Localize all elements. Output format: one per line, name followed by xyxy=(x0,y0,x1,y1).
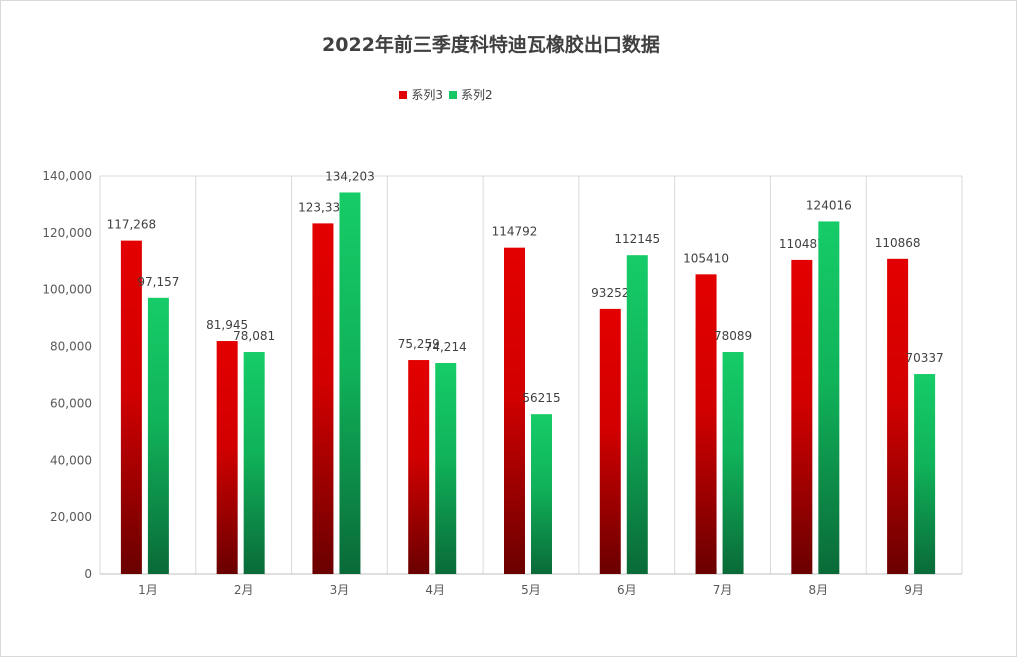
legend: 系列3 系列2 xyxy=(1,86,891,103)
x-tick-label: 7月 xyxy=(713,583,733,597)
bar-series-2 xyxy=(818,221,840,574)
bar-series-1 xyxy=(599,308,621,574)
bar-series-1 xyxy=(791,259,813,574)
data-label-series-2: 97,157 xyxy=(137,275,179,289)
x-tick-label: 2月 xyxy=(234,583,254,597)
data-label-series-1: 114792 xyxy=(492,225,538,239)
data-label-series-1: 75,259 xyxy=(398,337,440,351)
bar-series-1 xyxy=(504,247,525,574)
y-tick-label: 140,000 xyxy=(42,169,92,183)
x-tick-label: 4月 xyxy=(425,583,445,597)
legend-swatch-series-2 xyxy=(449,90,457,99)
y-tick-label: 60,000 xyxy=(50,396,92,410)
legend-item-series-1: 系列3 xyxy=(399,86,443,103)
bar-series-2 xyxy=(147,297,169,574)
bar-series-2 xyxy=(626,255,648,574)
data-label-series-2: 70337 xyxy=(906,351,944,365)
data-label-series-2: 56215 xyxy=(522,391,560,405)
data-label-series-2: 74,214 xyxy=(425,340,467,354)
x-tick-label: 1月 xyxy=(138,583,158,597)
data-label-series-1: 93252 xyxy=(591,286,629,300)
bar-series-1 xyxy=(695,274,717,574)
data-label-series-1: 117,268 xyxy=(107,218,157,232)
bar-series-1 xyxy=(887,258,909,574)
legend-swatch-series-1 xyxy=(399,90,408,99)
bar-series-2 xyxy=(243,352,265,574)
data-label-series-2: 124016 xyxy=(806,198,852,212)
legend-label-series-1: 系列3 xyxy=(411,88,443,102)
y-tick-label: 40,000 xyxy=(50,453,92,467)
bar-series-1 xyxy=(120,240,142,574)
y-tick-label: 80,000 xyxy=(50,340,92,354)
y-tick-label: 0 xyxy=(84,567,92,581)
legend-item-series-2: 系列2 xyxy=(449,86,493,103)
data-label-series-2: 78089 xyxy=(714,329,752,343)
data-label-series-1: 123,331 xyxy=(298,200,348,214)
bar-series-1 xyxy=(216,341,238,574)
chart-title: 2022年前三季度科特迪瓦橡胶出口数据 xyxy=(322,34,660,56)
x-tick-label: 8月 xyxy=(809,583,829,597)
y-tick-label: 120,000 xyxy=(42,226,92,240)
y-tick-label: 100,000 xyxy=(42,283,92,297)
data-label-series-2: 78,081 xyxy=(233,329,275,343)
bar-series-2 xyxy=(531,414,552,574)
bar-series-2 xyxy=(435,363,457,574)
x-tick-label: 6月 xyxy=(617,583,637,597)
bar-series-2 xyxy=(722,352,744,574)
x-tick-label: 9月 xyxy=(904,583,924,597)
data-label-series-1: 110868 xyxy=(875,236,921,250)
y-tick-label: 20,000 xyxy=(50,510,92,524)
bar-series-2 xyxy=(914,374,936,574)
x-tick-label: 5月 xyxy=(521,583,541,597)
bar-series-2 xyxy=(339,192,361,574)
data-label-series-1: 110487 xyxy=(779,237,825,251)
x-tick-label: 3月 xyxy=(330,583,350,597)
data-label-series-2: 112145 xyxy=(614,232,660,246)
data-label-series-1: 105410 xyxy=(683,251,729,265)
data-label-series-2: 134,203 xyxy=(325,169,375,183)
data-label-series-1: 81,945 xyxy=(206,318,248,332)
bar-series-1 xyxy=(408,360,430,574)
legend-label-series-2: 系列2 xyxy=(461,88,493,102)
bar-series-1 xyxy=(312,223,334,575)
